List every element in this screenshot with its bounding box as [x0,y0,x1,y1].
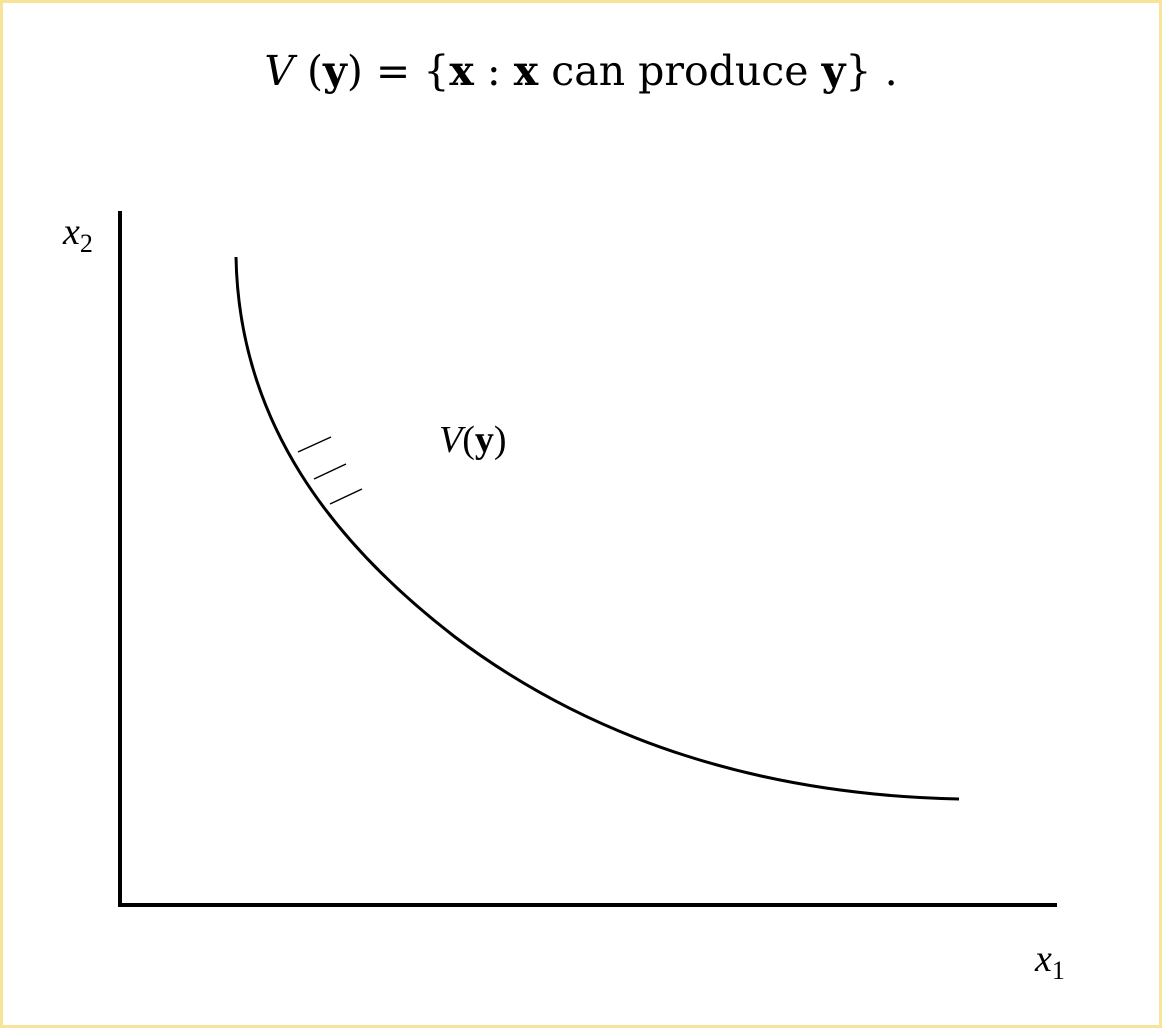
region-label-open: ( [462,419,475,461]
formula-close-paren: ) [346,47,363,95]
hatch-mark [313,463,347,480]
region-label: V(y) [439,419,507,461]
formula-colon: : [486,47,501,95]
x-axis-label: x1 [1034,938,1065,985]
formula-period: . [884,47,898,95]
formula-phrase: can produce [551,47,809,95]
set-definition-formula: V (y) = {x : x can produce y} . [3,51,1159,92]
region-label-name: V [439,419,466,461]
region-label-close: ) [494,419,507,461]
formula-var: x [449,47,474,95]
y-axis-label-base: x [62,211,80,253]
hatch-mark [329,488,363,505]
formula-target: y [821,47,846,95]
x-axis-label-sub: 1 [1052,956,1065,985]
formula-open-brace: { [423,47,450,95]
formula-open-paren: ( [307,47,324,95]
formula-close-brace: } [845,47,872,95]
region-hatch-marks [297,436,363,505]
hatch-mark [297,436,332,453]
region-label-arg: y [475,419,494,461]
x-axis-label-base: x [1034,938,1052,980]
formula-var2: x [513,47,539,95]
input-requirement-diagram: x2 x1 V(y) [62,211,1065,985]
isoquant-curve [234,256,960,801]
formula-arg: y [323,47,347,95]
formula-equals: = [375,47,411,95]
formula-set-name: V [264,47,294,95]
y-axis-label-sub: 2 [80,229,93,258]
y-axis-label: x2 [62,211,93,258]
